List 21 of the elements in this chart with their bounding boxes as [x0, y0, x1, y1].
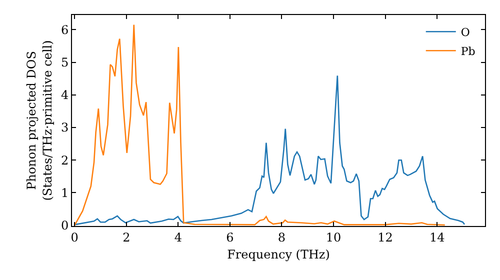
legend-label: O: [460, 26, 470, 39]
legend-label: Pb: [460, 44, 476, 58]
y-tick-label: 0: [60, 218, 69, 233]
x-tick-label: 8: [278, 230, 286, 244]
y-axis-title: Phonon projected DOS (States/THz·primitive cell): [24, 40, 54, 201]
y-tick-label: 6: [60, 22, 69, 37]
x-axis-title: Frequency (THz): [227, 247, 330, 262]
y-tick-label: 2: [60, 153, 69, 168]
y-tick-label: 1: [60, 186, 69, 200]
x-tick-label: 0: [70, 230, 78, 244]
x-tick-label: 12: [378, 230, 393, 244]
line-series: [74, 24, 446, 226]
x-tick-label: 6: [226, 230, 234, 244]
line-series: [74, 75, 466, 226]
y-tick-label: 4: [60, 88, 69, 102]
x-tick-label: 4: [174, 230, 182, 244]
x-tick-label: 14: [429, 230, 446, 244]
x-tick-label: 10: [326, 230, 342, 244]
y-tick-label: 5: [60, 55, 69, 70]
x-tick-label: 2: [122, 230, 130, 244]
y-tick-label: 3: [60, 120, 69, 135]
